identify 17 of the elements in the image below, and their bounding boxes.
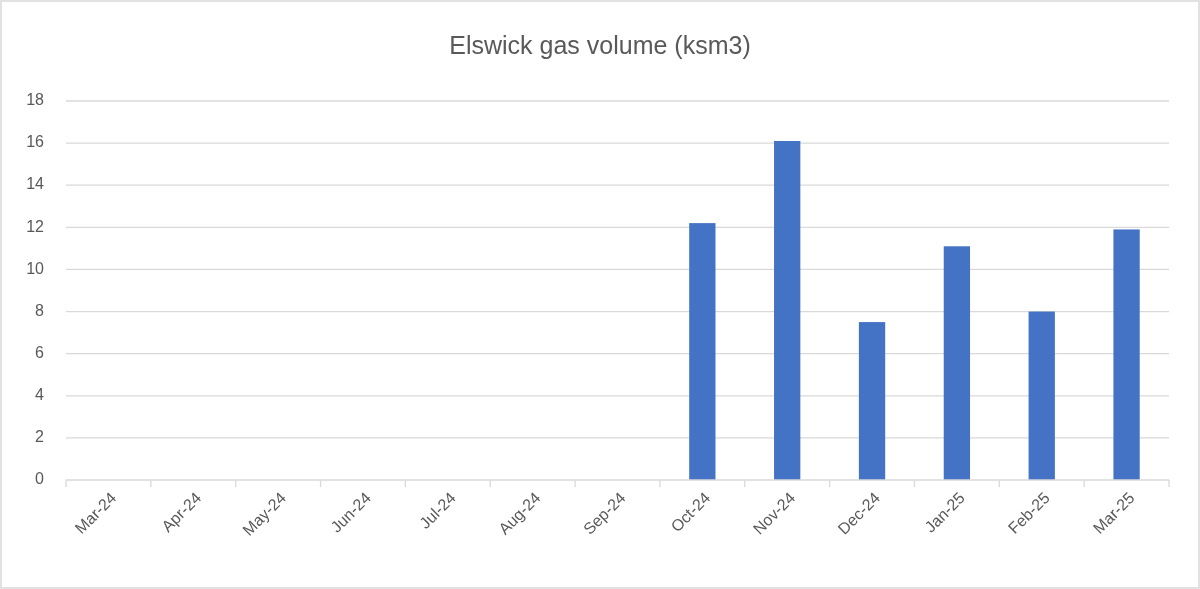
- y-tick-label: 16: [26, 133, 45, 151]
- bar: [1028, 311, 1055, 480]
- bar: [689, 223, 716, 480]
- chart-title: Elswick gas volume (ksm3): [449, 31, 751, 59]
- y-tick-label: 8: [35, 301, 45, 319]
- bar: [943, 246, 971, 480]
- y-tick-label: 12: [26, 217, 45, 235]
- y-tick-label: 4: [35, 386, 45, 404]
- y-tick-label: 6: [35, 343, 45, 361]
- y-tick-label: 14: [26, 175, 45, 193]
- y-tick-label: 10: [26, 259, 45, 277]
- y-tick-label: 18: [26, 91, 45, 109]
- y-tick-label: 0: [35, 470, 45, 488]
- bar: [774, 141, 801, 480]
- y-tick-label: 2: [35, 428, 45, 446]
- bar: [1113, 229, 1140, 480]
- bar: [858, 322, 886, 480]
